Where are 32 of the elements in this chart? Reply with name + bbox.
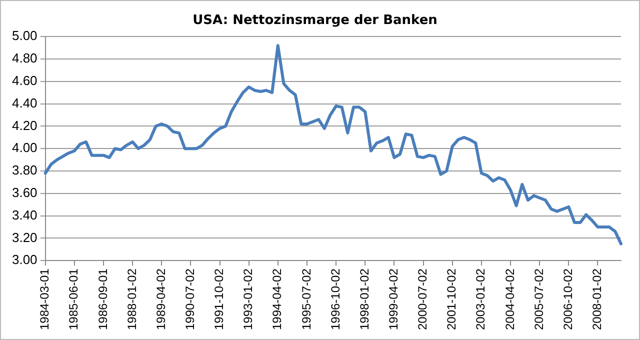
x-tick-label: 2006-10-02 (560, 268, 575, 330)
x-tick-label: 1985-06-01 (66, 268, 81, 330)
x-tick-label: 1989-04-02 (154, 268, 168, 330)
y-tick-label: 3.00 (12, 252, 38, 268)
x-tick-label: 2005-07-02 (532, 268, 546, 330)
x-tick-label: 1993-01-02 (241, 268, 256, 330)
x-tick-label: 2001-10-02 (444, 268, 459, 330)
y-tick-label: 5.00 (12, 28, 38, 44)
x-tick-label: 1988-01-02 (124, 268, 139, 330)
y-tick-label: 3.60 (12, 184, 38, 200)
x-tick-label: 1986-09-01 (96, 268, 110, 330)
y-tick-label: 4.80 (12, 50, 38, 66)
x-tick-label: 2008-01-02 (590, 268, 604, 330)
x-tick-label: 2004-04-02 (502, 268, 517, 330)
x-tick-label: 1990-07-02 (182, 268, 197, 330)
y-tick-label: 3.80 (12, 162, 38, 178)
y-tick-label: 3.40 (12, 207, 38, 222)
x-tick-label: 2000-07-02 (416, 268, 430, 330)
y-tick-label: 4.60 (12, 72, 38, 88)
chart-title: USA: Nettozinsmarge der Banken (192, 13, 438, 28)
x-tick-label: 1991-10-02 (212, 268, 226, 330)
x-tick-label: 1999-04-02 (386, 268, 401, 330)
y-tick-label: 4.40 (12, 95, 38, 110)
x-tick-label: 1996-10-02 (328, 268, 342, 330)
x-tick-label: 1994-04-02 (270, 268, 284, 330)
x-tick-label: 1998-01-02 (357, 268, 372, 330)
x-tick-label: 1995-07-02 (299, 268, 314, 330)
x-tick-label: 1984-03-01 (38, 268, 52, 330)
y-tick-label: 4.20 (12, 118, 38, 133)
y-tick-label: 4.00 (12, 140, 38, 156)
x-tick-label: 2003-01-02 (474, 268, 488, 330)
y-tick-label: 3.20 (12, 230, 38, 245)
